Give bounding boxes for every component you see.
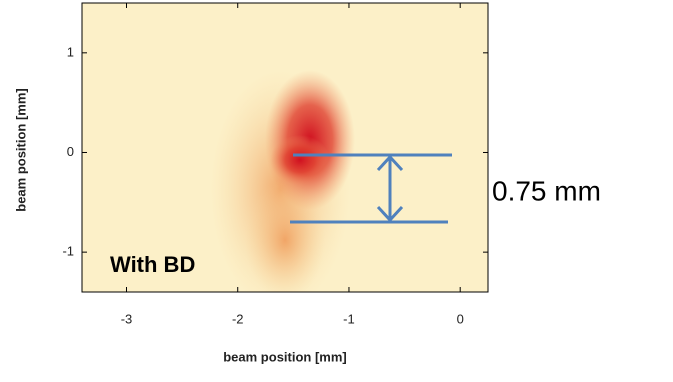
x-tick-label: -1 — [343, 311, 355, 326]
x-tick-label: -3 — [121, 311, 133, 326]
annotation: With BD — [110, 252, 195, 277]
x-axis-label: beam position [mm] — [223, 349, 347, 364]
x-tick-label: -2 — [232, 311, 244, 326]
annotation: 0.75 mm — [492, 175, 601, 206]
y-tick-label: 1 — [67, 44, 74, 59]
y-axis-label: beam position [mm] — [13, 88, 28, 212]
x-tick-label: 0 — [457, 311, 464, 326]
chart: beam position [mm] beam position [mm] Wi… — [0, 0, 673, 382]
y-tick-label: -1 — [62, 244, 74, 259]
density-peak — [270, 135, 330, 185]
y-tick-label: 0 — [67, 144, 74, 159]
